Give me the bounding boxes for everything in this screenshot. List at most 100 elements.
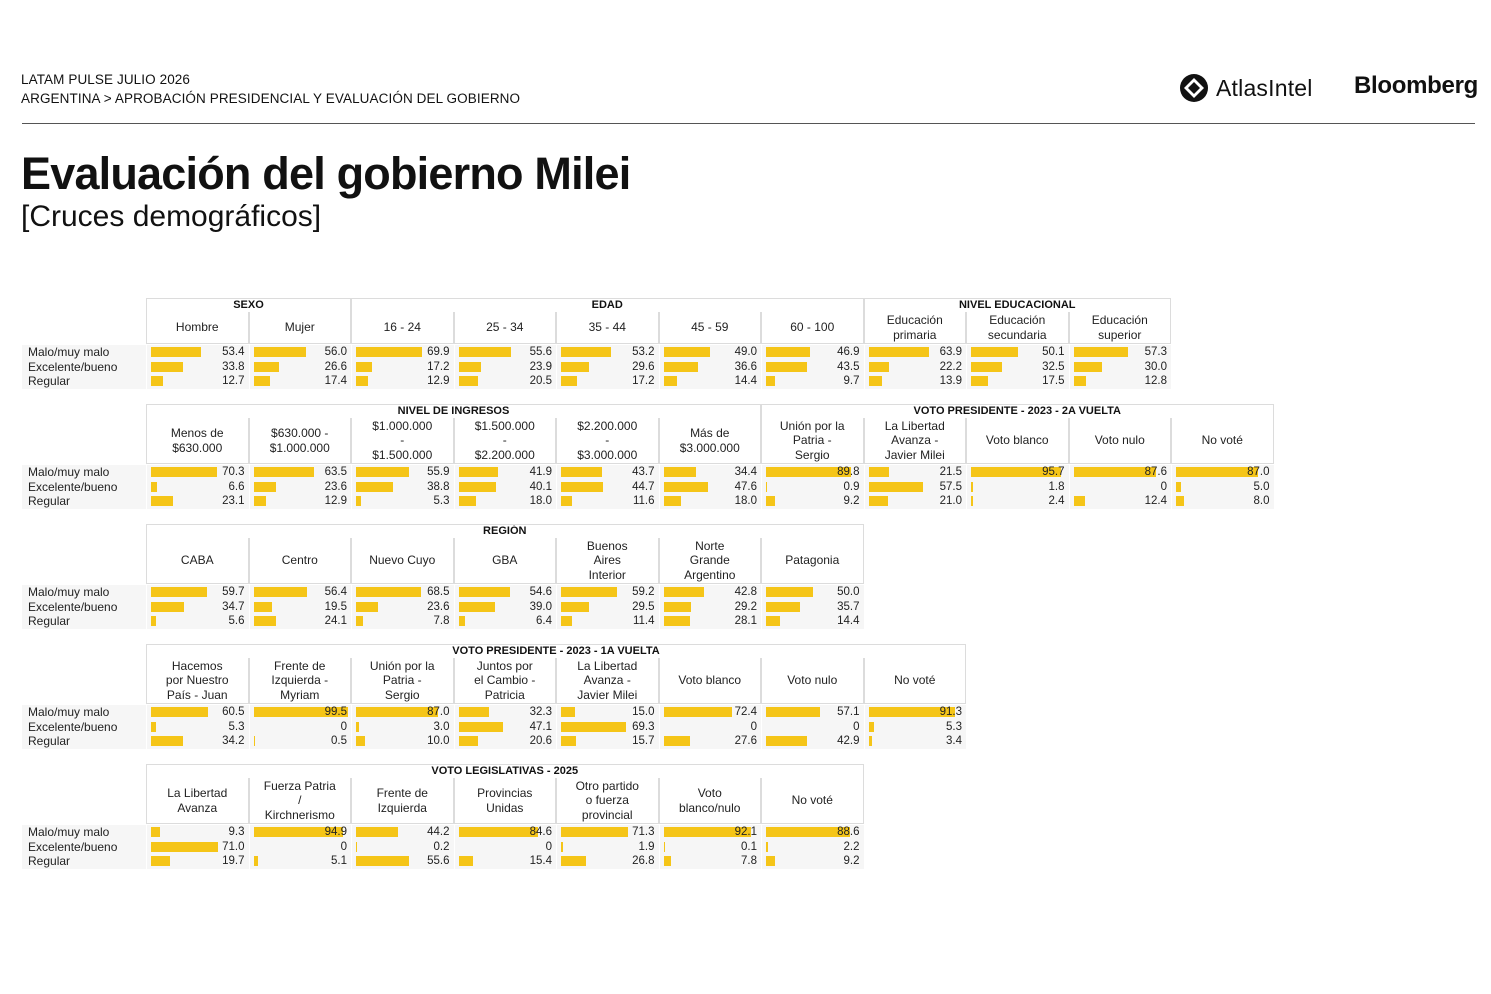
data-cell: 0.5: [250, 734, 352, 749]
value-bar: [253, 616, 277, 626]
data-cell: 18.0: [660, 494, 762, 509]
data-column: 15.0 69.3 15.7: [556, 705, 659, 749]
value-label: 29.6: [632, 360, 655, 373]
data-cell: 0: [250, 840, 352, 855]
value-bar: [561, 587, 617, 597]
value-bar: [766, 467, 851, 477]
value-bar: [356, 376, 369, 386]
data-cell: 12.9: [352, 374, 454, 389]
value-bar: [971, 496, 974, 506]
column-header: Educación secundaria: [966, 312, 1069, 344]
value-label: 57.5: [939, 480, 962, 493]
value-bar: [1073, 496, 1086, 506]
value-bar: [253, 361, 279, 372]
data-column: 32.3 47.1 20.6: [453, 705, 556, 749]
header-divider: [22, 123, 1475, 124]
data-column: 41.9 40.1 18.0: [453, 465, 557, 509]
data-row: 59.7 34.7 5.6 56.4 19.5 24.1 68.5 23.6 7.8 54.6 39…: [146, 585, 864, 629]
value-bar: [766, 736, 807, 746]
value-label: 26.8: [632, 855, 655, 867]
data-cell: 10.0: [352, 734, 454, 749]
value-label: 3.0: [433, 720, 450, 733]
data-cell: 88.6: [762, 825, 864, 840]
value-label: 55.9: [427, 466, 450, 478]
data-column: 68.5 23.6 7.8: [351, 585, 454, 629]
data-cell: 56.0: [250, 345, 352, 360]
value-bar: [663, 841, 665, 852]
value-bar: [766, 347, 811, 357]
column-header: Nuevo Cuyo: [351, 538, 454, 584]
value-label: 59.2: [632, 586, 655, 598]
data-row: 70.3 6.6 23.1 63.5 23.6 12.9 55.9 38.8 5.3 41.9 40…: [146, 465, 1274, 509]
value-label: 21.5: [939, 466, 962, 478]
value-bar: [663, 481, 709, 492]
data-cell: 43.7: [557, 465, 659, 480]
row-label: Regular: [28, 614, 71, 628]
value-bar: [458, 361, 482, 372]
column-header: $1.500.000 - $2.200.000: [453, 418, 556, 464]
column-header: Más de $3.000.000: [658, 418, 761, 464]
data-cell: 40.1: [455, 480, 557, 495]
row-label: Malo/muy malo: [28, 825, 110, 839]
column-header: No voté: [1171, 418, 1274, 464]
value-label: 20.5: [529, 375, 552, 387]
row-labels: Malo/muy malo Excelente/bueno Regular: [22, 825, 146, 869]
value-label: 55.6: [427, 855, 450, 867]
data-cell: 69.3: [557, 720, 659, 735]
value-label: 87.0: [1247, 466, 1270, 478]
data-column: 60.5 5.3 34.2: [146, 705, 249, 749]
value-label: 72.4: [734, 706, 757, 718]
column-header: Norte Grande Argentino: [658, 538, 761, 584]
value-label: 59.7: [222, 586, 245, 598]
value-label: 34.2: [222, 735, 245, 747]
group-header: VOTO PRESIDENTE - 2023 - 2A VUELTA: [761, 404, 1274, 418]
column-header: Frente de Izquierda - Myriam: [248, 658, 351, 704]
data-cell: 29.2: [660, 600, 762, 615]
data-cell: 14.4: [660, 374, 762, 389]
group-header: NIVEL DE INGRESOS: [146, 404, 761, 418]
group-header-row: REGIÓN: [146, 524, 864, 538]
data-cell: 47.6: [660, 480, 762, 495]
row-label: Malo/muy malo: [28, 585, 110, 599]
row-labels: Malo/muy malo Excelente/bueno Regular: [22, 465, 146, 509]
data-cell: 55.6: [352, 854, 454, 869]
data-cell: 72.4: [660, 705, 762, 720]
value-bar: [868, 467, 889, 477]
value-label: 7.8: [433, 615, 450, 627]
value-bar: [663, 601, 692, 612]
data-cell: 39.0: [455, 600, 557, 615]
value-label: 23.6: [427, 600, 450, 613]
data-cell: 23.1: [147, 494, 249, 509]
value-label: 69.9: [427, 346, 450, 358]
value-bar: [253, 601, 272, 612]
data-cell: 38.8: [352, 480, 454, 495]
data-cell: 70.3: [147, 465, 249, 480]
data-column: 34.4 47.6 18.0: [658, 465, 762, 509]
value-label: 24.1: [324, 615, 347, 627]
row-label: Malo/muy malo: [28, 345, 110, 359]
data-cell: 17.5: [967, 374, 1069, 389]
value-bar: [663, 827, 751, 837]
value-bar: [561, 707, 576, 717]
data-column: 69.9 17.2 12.9: [351, 345, 454, 389]
value-bar: [766, 827, 850, 837]
value-label: 27.6: [734, 735, 757, 747]
value-label: 0: [340, 840, 347, 853]
data-cell: 0: [660, 720, 762, 735]
data-cell: 9.2: [762, 854, 864, 869]
value-label: 40.1: [529, 480, 552, 493]
column-header: Otro partido o fuerza provincial: [556, 778, 659, 824]
data-column: 99.5 0 0.5: [248, 705, 352, 749]
value-bar: [868, 496, 889, 506]
data-column: 59.2 29.5 11.4: [556, 585, 659, 629]
value-bar: [356, 616, 364, 626]
value-label: 3.4: [946, 735, 962, 747]
data-cell: 0: [1070, 480, 1172, 495]
value-bar: [663, 736, 690, 746]
row-labels: Malo/muy malo Excelente/bueno Regular: [22, 585, 146, 629]
data-cell: 91.3: [865, 705, 967, 720]
column-header: Unión por la Patria - Sergio: [351, 658, 454, 704]
value-label: 0: [853, 720, 860, 733]
data-cell: 0.9: [762, 480, 864, 495]
value-label: 0: [750, 720, 757, 733]
